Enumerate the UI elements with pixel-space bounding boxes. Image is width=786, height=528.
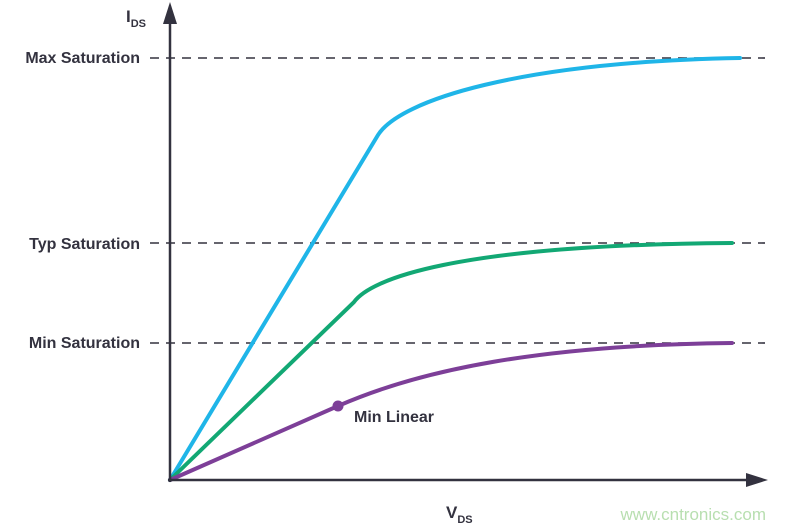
min-linear-point: [332, 400, 344, 412]
max-curve: [168, 56, 742, 482]
min-saturation-label: Min Saturation: [29, 335, 140, 352]
max-saturation-label: Max Saturation: [25, 50, 140, 67]
min-linear-label: Min Linear: [354, 409, 434, 426]
x-axis-label: VDS: [446, 503, 473, 526]
min-curve: [168, 341, 734, 482]
typ-curve: [168, 241, 734, 482]
typ-saturation-label: Typ Saturation: [29, 236, 140, 253]
y-axis-label: IDS: [126, 7, 146, 30]
y-axis-arrow-icon: [163, 2, 177, 24]
watermark: www.cntronics.com: [620, 505, 766, 524]
x-axis-arrow-icon: [746, 473, 768, 487]
